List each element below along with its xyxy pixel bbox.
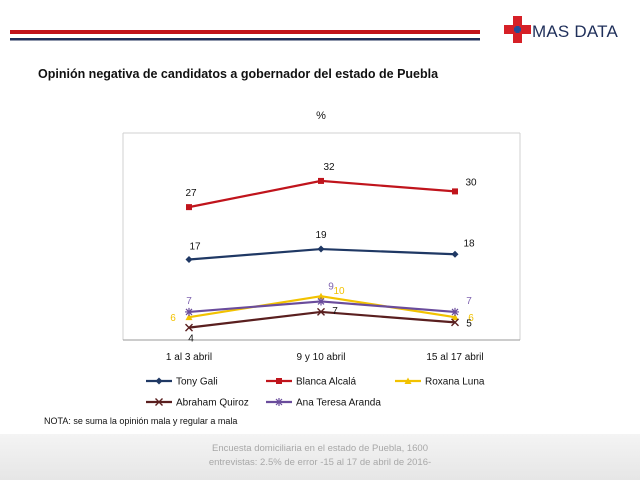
x-tick-label-1: 1 al 3 abril <box>166 352 212 363</box>
series-blanca-alcala: 27 32 30 <box>185 162 477 211</box>
legend-item-roxana-luna: Roxana Luna <box>395 377 485 388</box>
x-tick-label-2: 9 y 10 abril <box>297 352 346 363</box>
footer-line-2: entrevistas: 2.5% de error -15 al 17 de … <box>208 457 432 468</box>
point-roxana-luna-1 <box>185 313 193 321</box>
legend-label-abraham-quiroz: Abraham Quiroz <box>176 398 249 409</box>
legend-marker-tony-gali <box>155 377 163 385</box>
point-roxana-luna-2 <box>317 292 325 300</box>
logo <box>503 14 623 50</box>
series-tony-gali: 17 19 18 <box>185 230 475 264</box>
data-label-abraham-quiroz-2: 7 <box>332 306 338 317</box>
legend-label-blanca-alcala: Blanca Alcalá <box>296 377 356 388</box>
data-label-roxana-luna-3: 6 <box>468 313 474 324</box>
legend-marker-blanca-alcala <box>276 378 282 384</box>
series-roxana-luna: 6 10 6 <box>170 286 474 324</box>
legend-item-abraham-quiroz: Abraham Quiroz <box>146 398 249 409</box>
header-bars <box>10 30 480 41</box>
legend-item-blanca-alcala: Blanca Alcalá <box>266 377 356 388</box>
series-line-blanca-alcala <box>188 179 456 209</box>
legend-marker-abraham-quiroz <box>155 398 163 406</box>
series-abraham-quiroz: 4 7 5 <box>185 306 472 345</box>
data-label-blanca-alcala-2: 32 <box>323 162 335 173</box>
data-label-ana-teresa-aranda-1: 7 <box>186 296 192 307</box>
data-label-tony-gali-2: 19 <box>315 230 327 241</box>
footer: Encuesta domiciliaria en el estado de Pu… <box>0 434 640 480</box>
point-blanca-alcala-2 <box>318 177 324 184</box>
x-tick-label-3: 15 al 17 abril <box>426 352 483 363</box>
legend-item-ana-teresa-aranda: Ana Teresa Aranda <box>266 398 381 409</box>
data-label-tony-gali-3: 18 <box>463 238 475 249</box>
point-abraham-quiroz-2 <box>317 307 325 316</box>
point-abraham-quiroz-3 <box>451 318 459 327</box>
data-label-ana-teresa-aranda-2: 9 <box>328 281 334 292</box>
chart-title: Opinión negativa de candidatos a goberna… <box>38 67 439 81</box>
footer-line-1: Encuesta domiciliaria en el estado de Pu… <box>211 443 428 454</box>
cross-icon <box>504 16 531 43</box>
header-red-bar <box>10 30 480 34</box>
series-line-abraham-quiroz <box>188 310 456 329</box>
point-ana-teresa-aranda-3 <box>451 307 459 316</box>
point-roxana-luna-3 <box>451 313 459 321</box>
series-line-roxana-luna <box>188 295 456 319</box>
data-label-abraham-quiroz-1: 4 <box>188 334 194 345</box>
footnote: NOTA: se suma la opinión mala y regular … <box>44 416 238 426</box>
data-label-blanca-alcala-1: 27 <box>185 188 197 199</box>
point-ana-teresa-aranda-2 <box>317 297 325 306</box>
point-tony-gali-2 <box>317 245 325 253</box>
data-label-blanca-alcala-3: 30 <box>465 177 477 188</box>
legend-label-ana-teresa-aranda: Ana Teresa Aranda <box>296 398 381 409</box>
point-abraham-quiroz-1 <box>185 323 193 332</box>
data-label-tony-gali-1: 17 <box>189 242 201 253</box>
series-ana-teresa-aranda: 7 9 7 <box>185 281 472 316</box>
point-ana-teresa-aranda-1 <box>185 307 193 316</box>
y-axis-label: % <box>316 110 326 122</box>
data-label-roxana-luna-2: 10 <box>333 286 345 297</box>
legend-label-roxana-luna: Roxana Luna <box>425 377 485 388</box>
legend-marker-roxana-luna <box>404 377 412 384</box>
point-tony-gali-1 <box>185 256 193 264</box>
data-label-abraham-quiroz-3: 5 <box>466 318 472 329</box>
point-blanca-alcala-1 <box>186 204 192 211</box>
legend-label-tony-gali: Tony Gali <box>176 377 218 388</box>
logo-text: MAS DATA <box>532 22 618 41</box>
point-tony-gali-3 <box>451 250 459 258</box>
data-label-roxana-luna-1: 6 <box>170 313 176 324</box>
data-label-ana-teresa-aranda-3: 7 <box>466 296 472 307</box>
legend-marker-ana-teresa-aranda <box>275 398 283 406</box>
legend-item-tony-gali: Tony Gali <box>146 377 218 388</box>
point-blanca-alcala-3 <box>452 188 458 195</box>
header-navy-bar <box>10 38 480 41</box>
